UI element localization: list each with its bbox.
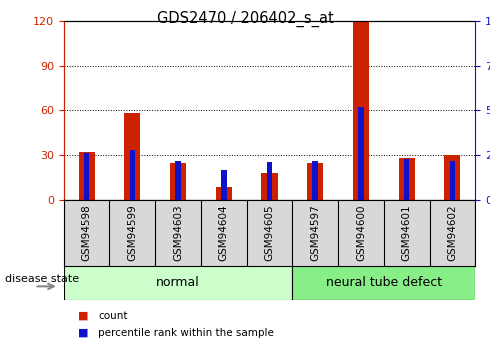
Text: GSM94597: GSM94597 (310, 205, 320, 261)
Text: GSM94600: GSM94600 (356, 205, 366, 261)
Bar (307, 163, 323, 200)
Bar (313, 161, 318, 200)
Bar (175, 161, 181, 200)
Bar (129, 150, 135, 200)
Text: GSM94601: GSM94601 (402, 205, 412, 261)
Bar (404, 159, 410, 200)
Bar (216, 187, 232, 200)
Text: GSM94605: GSM94605 (265, 205, 274, 261)
Text: GSM94604: GSM94604 (219, 205, 229, 261)
Bar (64, 266, 293, 300)
Text: GSM94598: GSM94598 (81, 205, 92, 261)
Bar (221, 170, 226, 200)
Bar (358, 107, 364, 200)
Bar (450, 161, 455, 200)
Text: normal: normal (156, 276, 200, 289)
Bar (262, 173, 277, 200)
Bar (170, 163, 186, 200)
Bar (399, 158, 415, 200)
Text: GSM94599: GSM94599 (127, 205, 137, 261)
Text: count: count (98, 311, 127, 321)
Bar (267, 162, 272, 200)
Text: neural tube defect: neural tube defect (326, 276, 442, 289)
Bar (293, 266, 475, 300)
Bar (353, 22, 369, 200)
Bar (78, 152, 95, 200)
Bar (124, 114, 140, 200)
Text: GDS2470 / 206402_s_at: GDS2470 / 206402_s_at (157, 10, 333, 27)
Bar (444, 155, 461, 200)
Text: GSM94602: GSM94602 (447, 205, 458, 261)
Text: ■: ■ (78, 328, 89, 338)
Text: percentile rank within the sample: percentile rank within the sample (98, 328, 274, 338)
Bar (84, 154, 89, 200)
Text: GSM94603: GSM94603 (173, 205, 183, 261)
Text: disease state: disease state (5, 275, 79, 284)
Text: ■: ■ (78, 311, 89, 321)
